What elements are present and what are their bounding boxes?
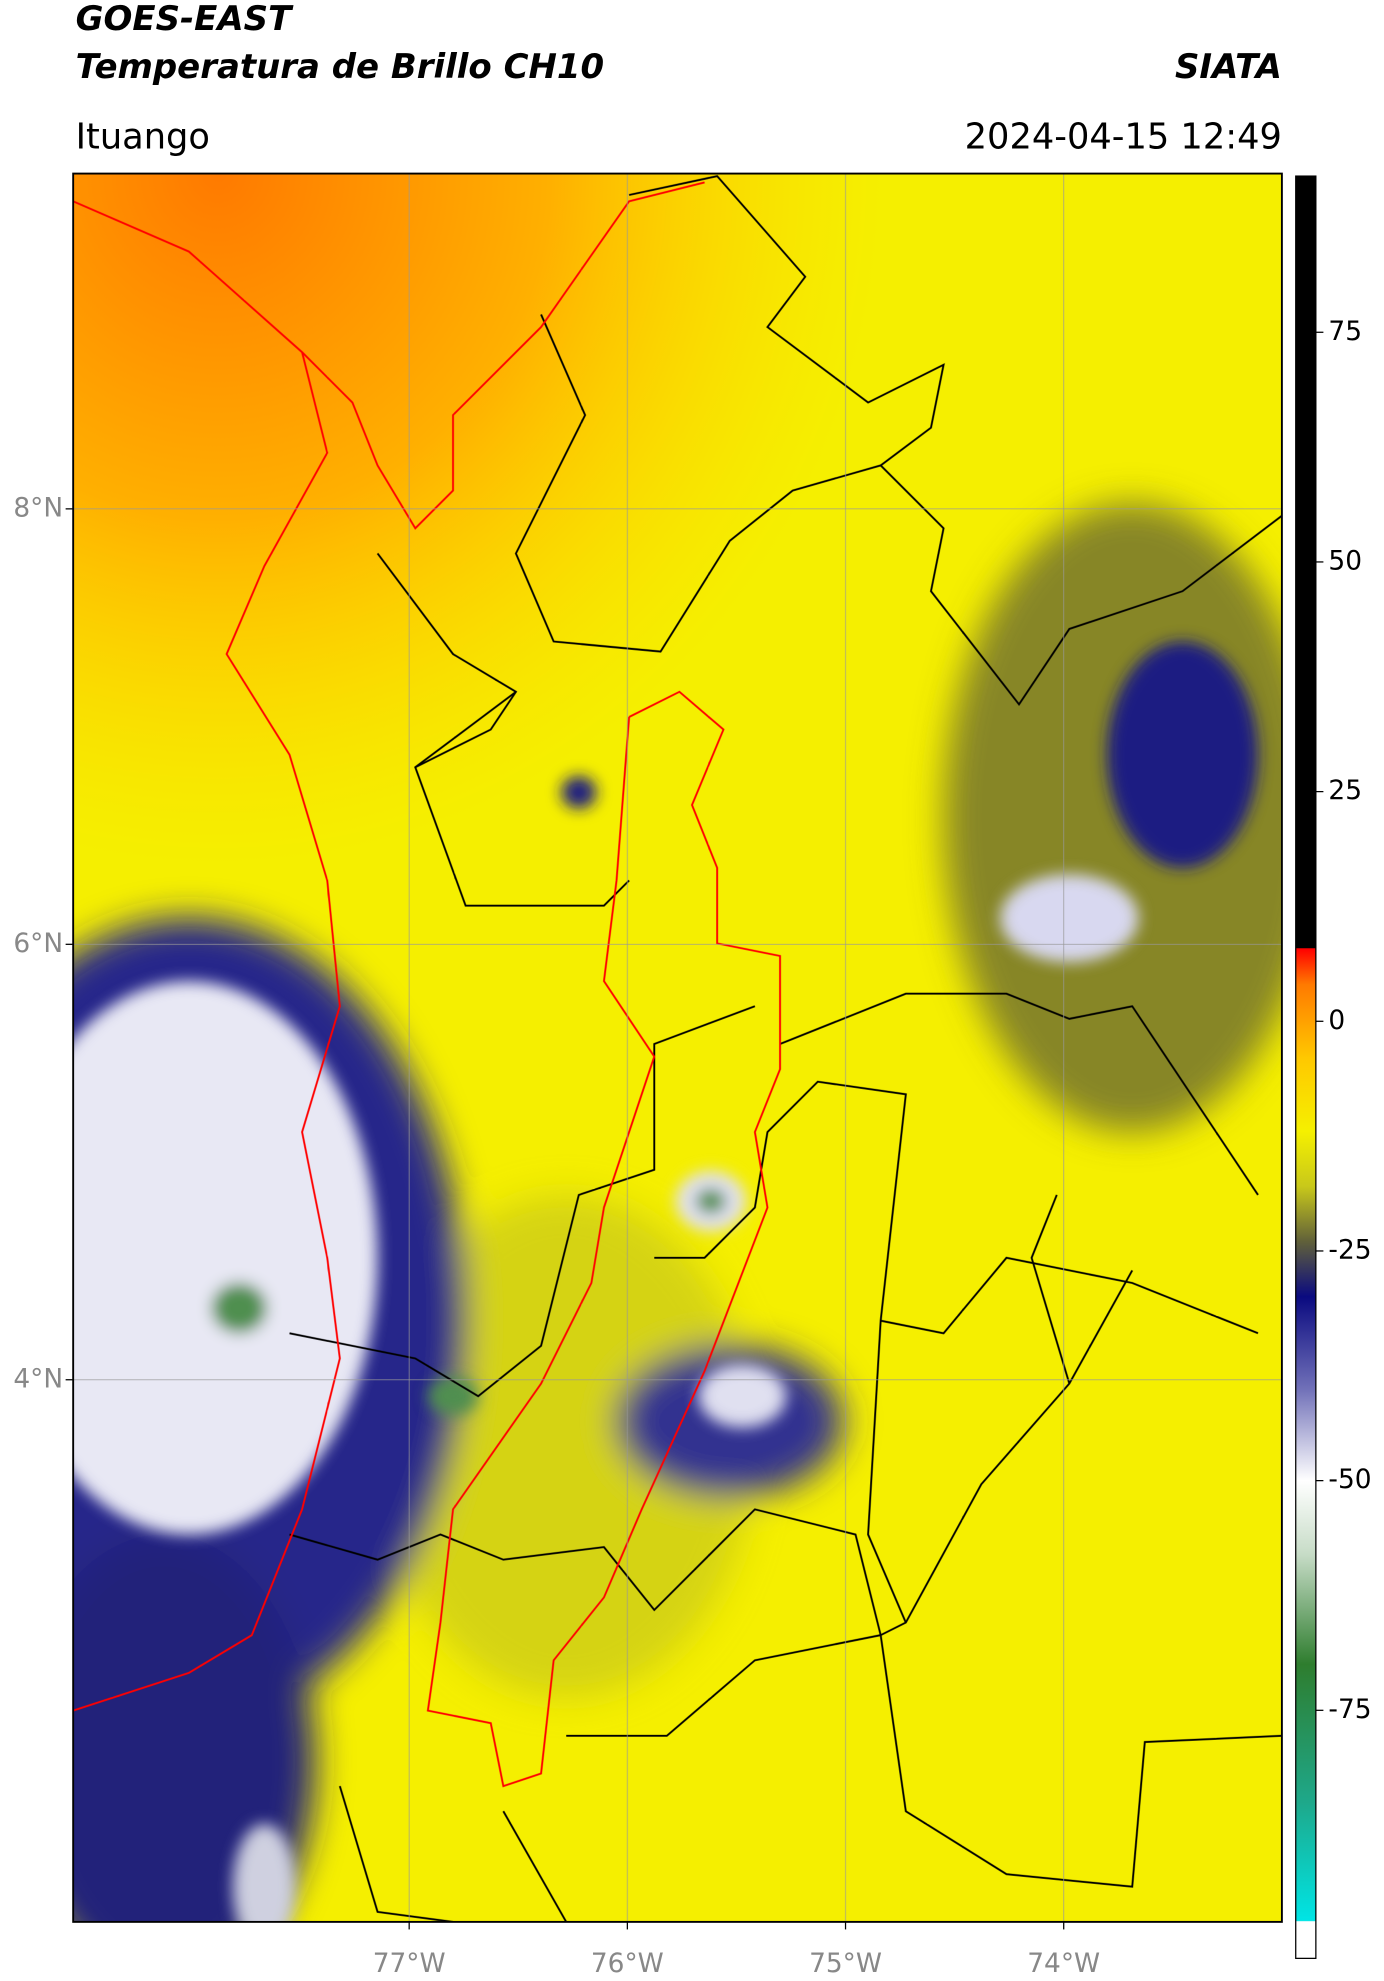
colorbar (1295, 175, 1317, 1959)
map-image (73, 173, 1282, 1922)
colorbar-tick-label: -75 (1328, 1694, 1371, 1725)
map-frame (72, 172, 1283, 1923)
colorbar-tick-label: 50 (1328, 545, 1362, 576)
y-tick-label: 6°N (13, 928, 63, 959)
source: SIATA (1175, 47, 1282, 87)
title: GOES-EAST (76, 0, 294, 39)
axes: 77°W 76°W 75°W 74°W 8°N 6°N 4°N (13, 173, 1282, 1979)
colorbar-tick-label: 0 (1328, 1005, 1345, 1036)
x-tick-label: 75°W (809, 1948, 882, 1979)
datetime: 2024-04-15 12:49 (965, 116, 1282, 157)
colorbar-tick-label: 75 (1328, 316, 1362, 347)
y-tick-label: 4°N (13, 1363, 63, 1394)
x-tick-label: 76°W (591, 1948, 664, 1979)
colorbar-tick-label: -50 (1328, 1464, 1371, 1495)
subtitle: Temperatura de Brillo CH10 (76, 47, 604, 87)
colorbar-tick-label: 25 (1328, 775, 1362, 806)
colorbar-tick-label: -25 (1328, 1234, 1371, 1265)
place: Ituango (76, 116, 210, 157)
x-tick-label: 74°W (1027, 1948, 1100, 1979)
y-tick-label: 8°N (13, 492, 63, 523)
x-tick-label: 77°W (373, 1948, 446, 1979)
